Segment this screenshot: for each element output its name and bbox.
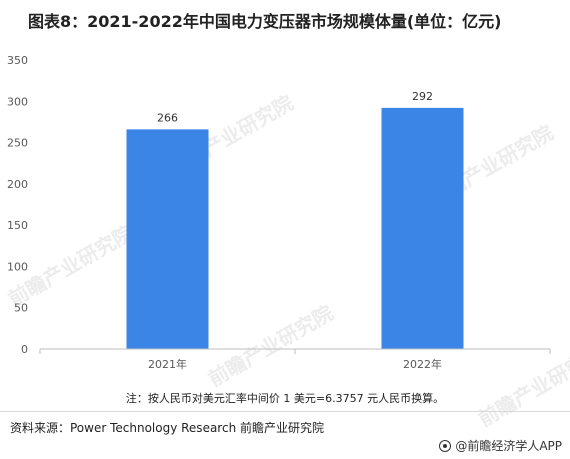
y-tick-label: 300 [7,95,28,108]
x-tick-label: 2022年 [403,357,442,371]
y-tick-label: 200 [7,178,28,191]
y-tick-label: 0 [21,343,28,356]
bar [126,129,209,349]
bar [381,107,464,350]
brand-logo-icon [439,439,452,452]
y-tick-label: 50 [14,302,28,315]
x-tick-label: 2021年 [148,357,187,371]
chart-title: 图表8：2021-2022年中国电力变压器市场规模体量(单位：亿元) [28,12,502,31]
source-text: 资料来源：Power Technology Research 前瞻产业研究院 [10,421,324,435]
footer-divider [0,411,570,412]
bar-chart: 0 50 100 150 200 250 300 350 266 2021年 292 2022年 [7,54,551,371]
chart-note: 注：按人民币对美元汇率中间价 1 美元=6.3757 元人民币换算。 [125,392,445,405]
brand-credit: @前瞻经济学人APP [439,437,562,454]
y-tick-label: 250 [7,137,28,150]
y-tick-label: 150 [7,219,28,232]
y-tick-label: 100 [7,260,28,273]
data-label: 292 [412,90,433,103]
brand-label: @前瞻经济学人APP [455,439,562,453]
y-tick-label: 350 [7,54,28,67]
data-label: 266 [157,111,178,124]
